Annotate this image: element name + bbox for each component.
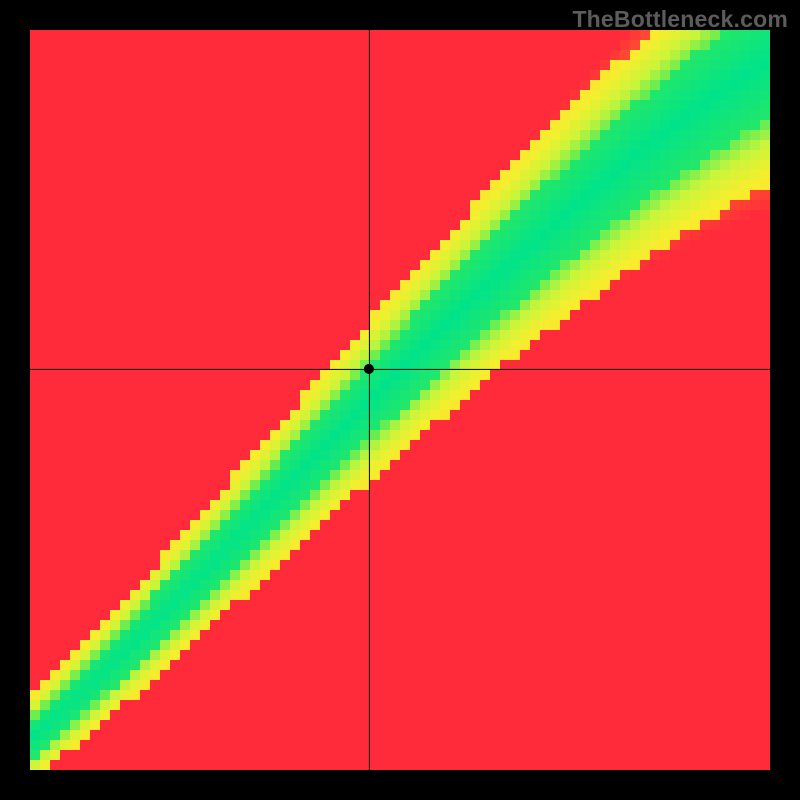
heatmap-canvas xyxy=(0,0,800,800)
bottleneck-heatmap-chart: TheBottleneck.com xyxy=(0,0,800,800)
watermark-text: TheBottleneck.com xyxy=(572,6,788,33)
